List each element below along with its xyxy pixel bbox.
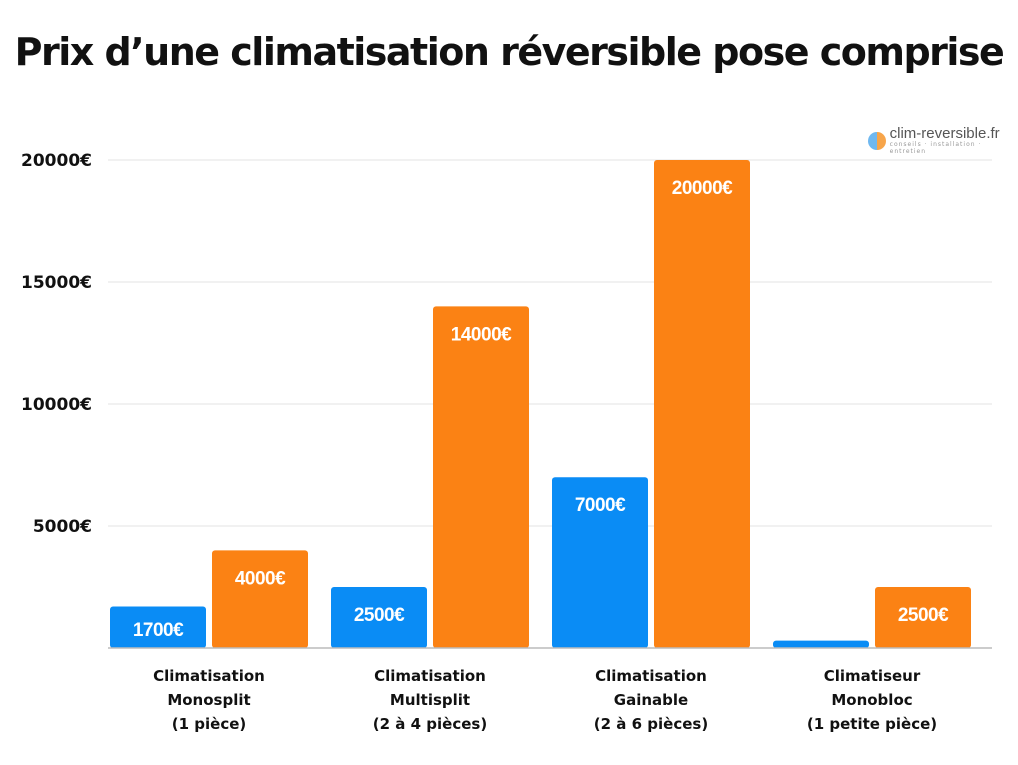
x-tick-label: (2 à 6 pièces) — [594, 715, 708, 733]
x-tick-label: (2 à 4 pièces) — [373, 715, 487, 733]
bar — [331, 587, 427, 648]
chart-title: Prix d’une climatisation réversible pose… — [14, 30, 1005, 74]
bar — [773, 640, 869, 648]
x-tick-label: Monosplit — [167, 691, 250, 709]
y-tick-label: 20000€ — [21, 151, 92, 171]
bar-label: 20000€ — [672, 178, 733, 199]
bar-label: 4000€ — [235, 568, 286, 589]
bar-label: 14000€ — [451, 324, 512, 345]
x-tick-label: (1 pièce) — [172, 715, 247, 733]
x-tick-label: Climatisation — [153, 667, 265, 685]
x-tick-label: Climatiseur — [824, 667, 921, 685]
logo-text: clim-reversible.fr — [889, 125, 1000, 142]
y-tick-label: 10000€ — [21, 395, 92, 415]
bar-label: 7000€ — [575, 495, 626, 516]
x-tick-label: Climatisation — [595, 667, 707, 685]
x-tick-label: Gainable — [614, 691, 688, 709]
bar-label: 2500€ — [898, 605, 949, 626]
bar — [654, 160, 750, 648]
x-tick-label: Multisplit — [390, 691, 470, 709]
bar — [433, 306, 529, 648]
logo-icon — [868, 132, 886, 150]
bar — [552, 477, 648, 648]
logo: clim-reversible.fr conseils · installati… — [868, 125, 1018, 155]
x-tick-label: (1 petite pièce) — [807, 715, 937, 733]
bar — [110, 606, 206, 648]
y-tick-label: 5000€ — [33, 517, 92, 537]
x-tick-label: Climatisation — [374, 667, 486, 685]
x-tick-label: Monobloc — [831, 691, 912, 709]
bar — [875, 587, 971, 648]
bar-label: 2500€ — [354, 605, 405, 626]
bar — [212, 550, 308, 648]
y-tick-label: 15000€ — [21, 273, 92, 293]
logo-tagline: conseils · installation · entretien — [889, 141, 982, 155]
bar-label: 1700€ — [133, 620, 184, 641]
